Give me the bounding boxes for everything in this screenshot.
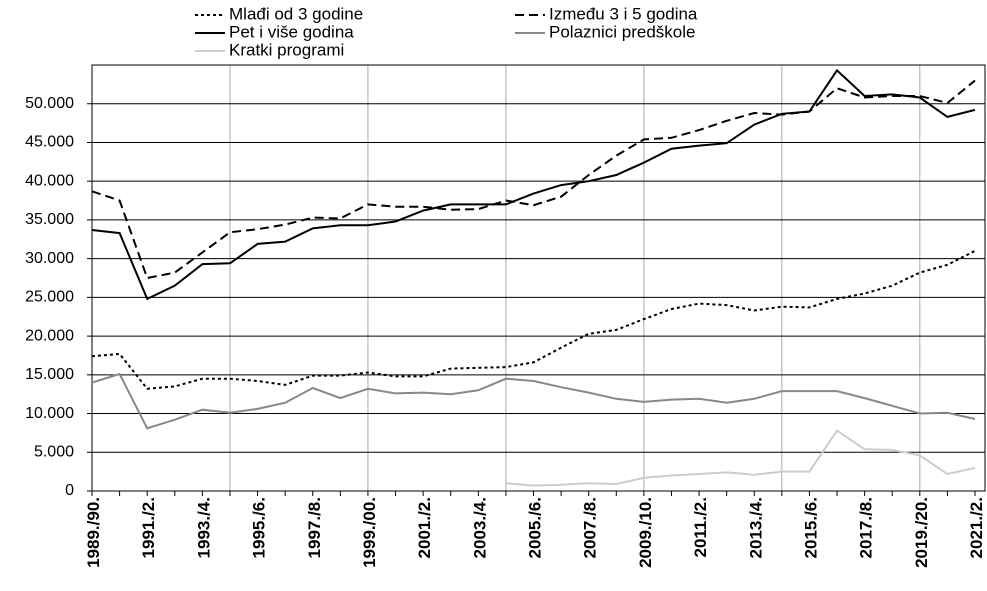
y-tick-label: 35.000 [25, 211, 74, 228]
x-tick-label: 2013./4. [746, 497, 765, 558]
y-tick-label: 15.000 [25, 366, 74, 383]
y-tick-label: 10.000 [25, 405, 74, 422]
series-line [91, 372, 976, 430]
legend-label: Mlađi od 3 godine [229, 4, 363, 23]
x-tick-label: 1991./2. [139, 497, 158, 558]
y-tick-label: 30.000 [25, 250, 74, 267]
y-tick-label: 25.000 [25, 289, 74, 306]
x-tick-label: 1997./8. [305, 497, 324, 558]
legend-label: Između 3 i 5 godina [549, 4, 698, 23]
legend-label: Kratki programi [229, 40, 344, 59]
x-tick-label: 2011./2. [691, 497, 710, 558]
x-tick-label: 2017./8. [857, 497, 876, 558]
x-tick-label: 1993./4. [194, 497, 213, 558]
x-tick-label: 2009./10. [636, 497, 655, 568]
y-tick-label: 50.000 [25, 95, 74, 112]
y-tick-label: 20.000 [25, 327, 74, 344]
y-tick-label: 5.000 [34, 443, 74, 460]
plot-frame [91, 64, 986, 492]
x-tick-label: 2001./2. [415, 497, 434, 558]
legend-label: Pet i više godina [229, 22, 354, 41]
series-line [505, 429, 976, 487]
x-tick-label: 1999./00. [360, 497, 379, 568]
x-tick-label: 2007./8. [581, 497, 600, 558]
x-tick-label: 2021./2. [967, 497, 986, 558]
y-tick-label: 40.000 [25, 172, 74, 189]
x-tick-label: 1989./90. [84, 497, 103, 568]
x-tick-label: 1995./6. [250, 497, 269, 558]
x-tick-label: 2019./20. [912, 497, 931, 568]
x-tick-label: 2003./4. [470, 497, 489, 558]
x-tick-label: 2015./6. [801, 497, 820, 558]
y-tick-label: 45.000 [25, 134, 74, 151]
series-line [91, 68, 976, 301]
x-tick-label: 2005./6. [526, 497, 545, 558]
legend-label: Polaznici predškole [549, 22, 695, 41]
series-line [91, 250, 976, 390]
y-tick-label: 0 [65, 482, 74, 499]
series-line [91, 79, 976, 280]
